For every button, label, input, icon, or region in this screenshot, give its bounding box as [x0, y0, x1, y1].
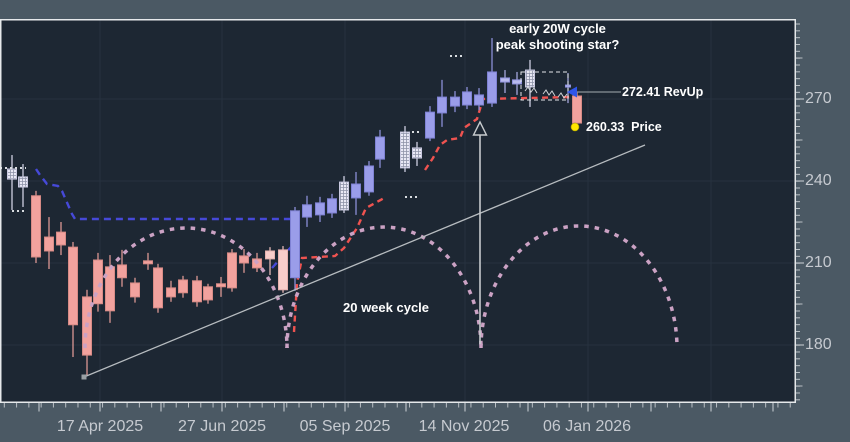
candle: [31, 190, 41, 263]
candle: [425, 106, 435, 142]
axis-ticks: [3, 23, 804, 412]
candle: [227, 249, 237, 292]
pivot-dotted-segments: [0, 55, 464, 212]
cycle-arcs: [83, 224, 679, 349]
gridlines: [0, 19, 796, 403]
candle: [117, 249, 127, 287]
candle: [412, 141, 422, 166]
plot-background: [0, 19, 796, 403]
candle: [278, 246, 288, 293]
candle: [178, 275, 188, 298]
candle: [68, 241, 78, 358]
candle: [143, 252, 153, 270]
candle: [192, 275, 202, 307]
candle: [487, 38, 497, 107]
price-axis[interactable]: [796, 19, 850, 403]
revup-triangle-icon: [567, 86, 577, 98]
candle: [265, 247, 275, 276]
time-axis[interactable]: [0, 403, 796, 442]
candle: [327, 193, 337, 218]
candles: [7, 38, 582, 376]
candle: [437, 79, 447, 127]
candle: [18, 164, 28, 207]
candle: [364, 161, 374, 196]
candle: [302, 195, 312, 227]
candle: [375, 129, 385, 168]
price-dot-icon: [570, 122, 580, 132]
candle: [239, 249, 249, 273]
candle: [462, 86, 472, 110]
candle: [315, 196, 325, 222]
price-markers: [567, 86, 621, 132]
candle: [450, 91, 460, 113]
candle: [525, 59, 535, 107]
candle: [130, 277, 140, 303]
candle: [500, 70, 510, 93]
plot-border: [0, 19, 796, 403]
candle: [351, 171, 361, 215]
candle: [339, 176, 349, 213]
candle: [56, 221, 66, 256]
cycle-arrow[interactable]: [472, 120, 488, 344]
candle: [216, 276, 226, 297]
candle: [290, 206, 300, 291]
trend-line[interactable]: [81, 144, 646, 380]
candle: [203, 283, 213, 304]
selection-box[interactable]: [520, 71, 569, 101]
candle: [93, 252, 103, 312]
candle: [166, 280, 176, 302]
candle: [400, 126, 410, 172]
red-dashed-line: [292, 95, 573, 333]
candle: [44, 217, 54, 270]
candle: [474, 88, 484, 111]
candle: [153, 263, 163, 313]
